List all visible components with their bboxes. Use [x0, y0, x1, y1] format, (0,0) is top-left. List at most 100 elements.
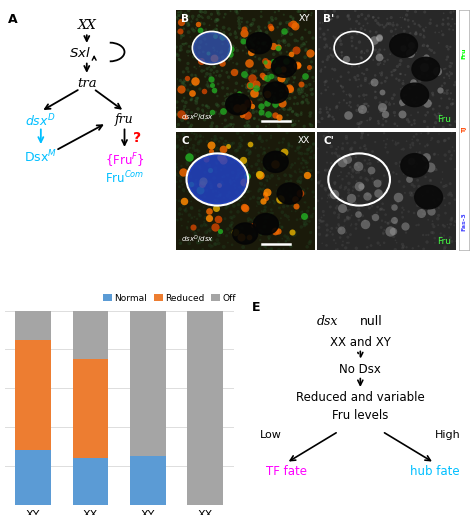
Point [175, 172, 182, 180]
Point [343, 99, 351, 107]
Point [244, 121, 252, 129]
Point [214, 204, 221, 212]
Point [443, 42, 451, 50]
Point [392, 66, 399, 74]
Point [233, 46, 241, 55]
Point [448, 191, 456, 199]
Point [234, 146, 241, 154]
Point [238, 111, 246, 119]
Point [303, 133, 310, 141]
Point [191, 96, 199, 105]
Point [401, 154, 409, 162]
Point [392, 217, 400, 226]
Point [448, 59, 456, 67]
Point [296, 189, 304, 197]
Point [244, 111, 251, 119]
Point [344, 12, 352, 21]
Text: hub fate: hub fate [410, 465, 459, 478]
Point [282, 78, 290, 86]
Point [390, 232, 397, 241]
Point [412, 48, 420, 57]
Point [447, 62, 454, 71]
Point [424, 129, 432, 138]
Point [400, 77, 407, 85]
Point [252, 232, 260, 240]
Point [194, 94, 201, 102]
Point [284, 25, 292, 33]
Point [359, 212, 366, 220]
Point [307, 85, 315, 94]
Point [283, 188, 290, 197]
Point [221, 35, 228, 43]
Point [421, 117, 428, 126]
Point [337, 181, 345, 190]
Point [181, 102, 189, 111]
Point [332, 239, 339, 247]
Point [334, 77, 341, 85]
Point [222, 150, 230, 159]
Point [251, 114, 258, 123]
Point [210, 138, 218, 146]
Point [225, 140, 232, 148]
Point [333, 151, 341, 159]
Point [359, 129, 366, 138]
Point [381, 171, 388, 180]
Point [315, 224, 323, 232]
Point [449, 95, 456, 104]
Point [361, 142, 369, 150]
Point [287, 12, 294, 21]
Point [342, 157, 349, 165]
Point [337, 73, 345, 81]
Point [271, 160, 279, 168]
Point [405, 156, 412, 164]
Point [256, 179, 264, 187]
Point [184, 59, 192, 67]
Point [242, 97, 250, 105]
Point [419, 231, 427, 239]
Point [404, 115, 411, 124]
Point [196, 162, 203, 170]
Point [366, 27, 374, 36]
Point [256, 134, 264, 142]
Point [298, 159, 305, 167]
Point [240, 108, 248, 116]
Point [381, 57, 389, 65]
Point [278, 190, 286, 198]
Point [324, 108, 331, 116]
Point [411, 77, 419, 85]
Point [173, 143, 181, 151]
Point [202, 214, 210, 222]
Point [291, 100, 298, 108]
Point [182, 40, 190, 48]
Point [416, 140, 424, 148]
Point [294, 177, 302, 185]
Point [250, 221, 257, 230]
Point [204, 227, 212, 235]
Point [261, 148, 269, 157]
Point [393, 122, 401, 130]
Point [189, 149, 196, 157]
Point [390, 168, 397, 177]
Point [216, 229, 224, 237]
Point [437, 229, 445, 237]
Point [180, 114, 188, 122]
Point [443, 89, 451, 97]
Point [220, 194, 228, 202]
Text: Fru$^{Com}$: Fru$^{Com}$ [105, 169, 144, 186]
Point [407, 141, 414, 149]
Point [390, 19, 397, 27]
Point [341, 217, 348, 226]
Point [262, 92, 269, 100]
Point [292, 147, 299, 155]
Point [374, 157, 382, 165]
Point [309, 34, 317, 42]
Point [199, 180, 206, 188]
Point [446, 74, 453, 82]
Point [324, 113, 332, 121]
Point [248, 70, 255, 78]
Point [291, 195, 298, 203]
Point [231, 228, 238, 236]
Point [323, 42, 331, 50]
Point [298, 12, 306, 21]
Point [261, 55, 268, 63]
